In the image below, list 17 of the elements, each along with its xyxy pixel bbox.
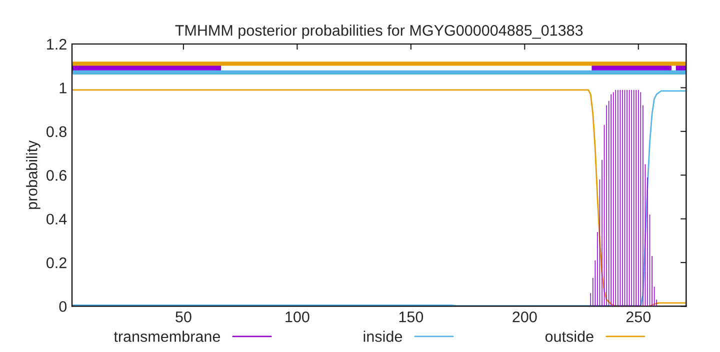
y-tick-label: 0: [59, 301, 67, 312]
x-tick-label: 250: [626, 312, 651, 322]
x-tick-label: 200: [512, 312, 537, 322]
legend-label: inside: [364, 330, 402, 342]
y-tick-label: 0.2: [46, 257, 66, 268]
x-tick-label: 50: [176, 312, 192, 322]
x-tick-label: 100: [286, 312, 310, 322]
legend-label: outside: [545, 330, 594, 342]
x-tick-label: 150: [399, 312, 424, 322]
legend-label: transmembrane: [114, 330, 220, 342]
y-tick-label: 0.6: [46, 170, 66, 181]
chart-title: TMHMM posterior probabilities for MGYG000004885_01383: [175, 24, 583, 39]
y-tick-label: 0.8: [46, 126, 66, 138]
y-axis-title: probability: [26, 140, 40, 209]
y-tick-label: 0.4: [46, 214, 67, 225]
y-tick-label: 1.2: [47, 38, 66, 50]
y-tick-label: 1: [60, 82, 66, 94]
